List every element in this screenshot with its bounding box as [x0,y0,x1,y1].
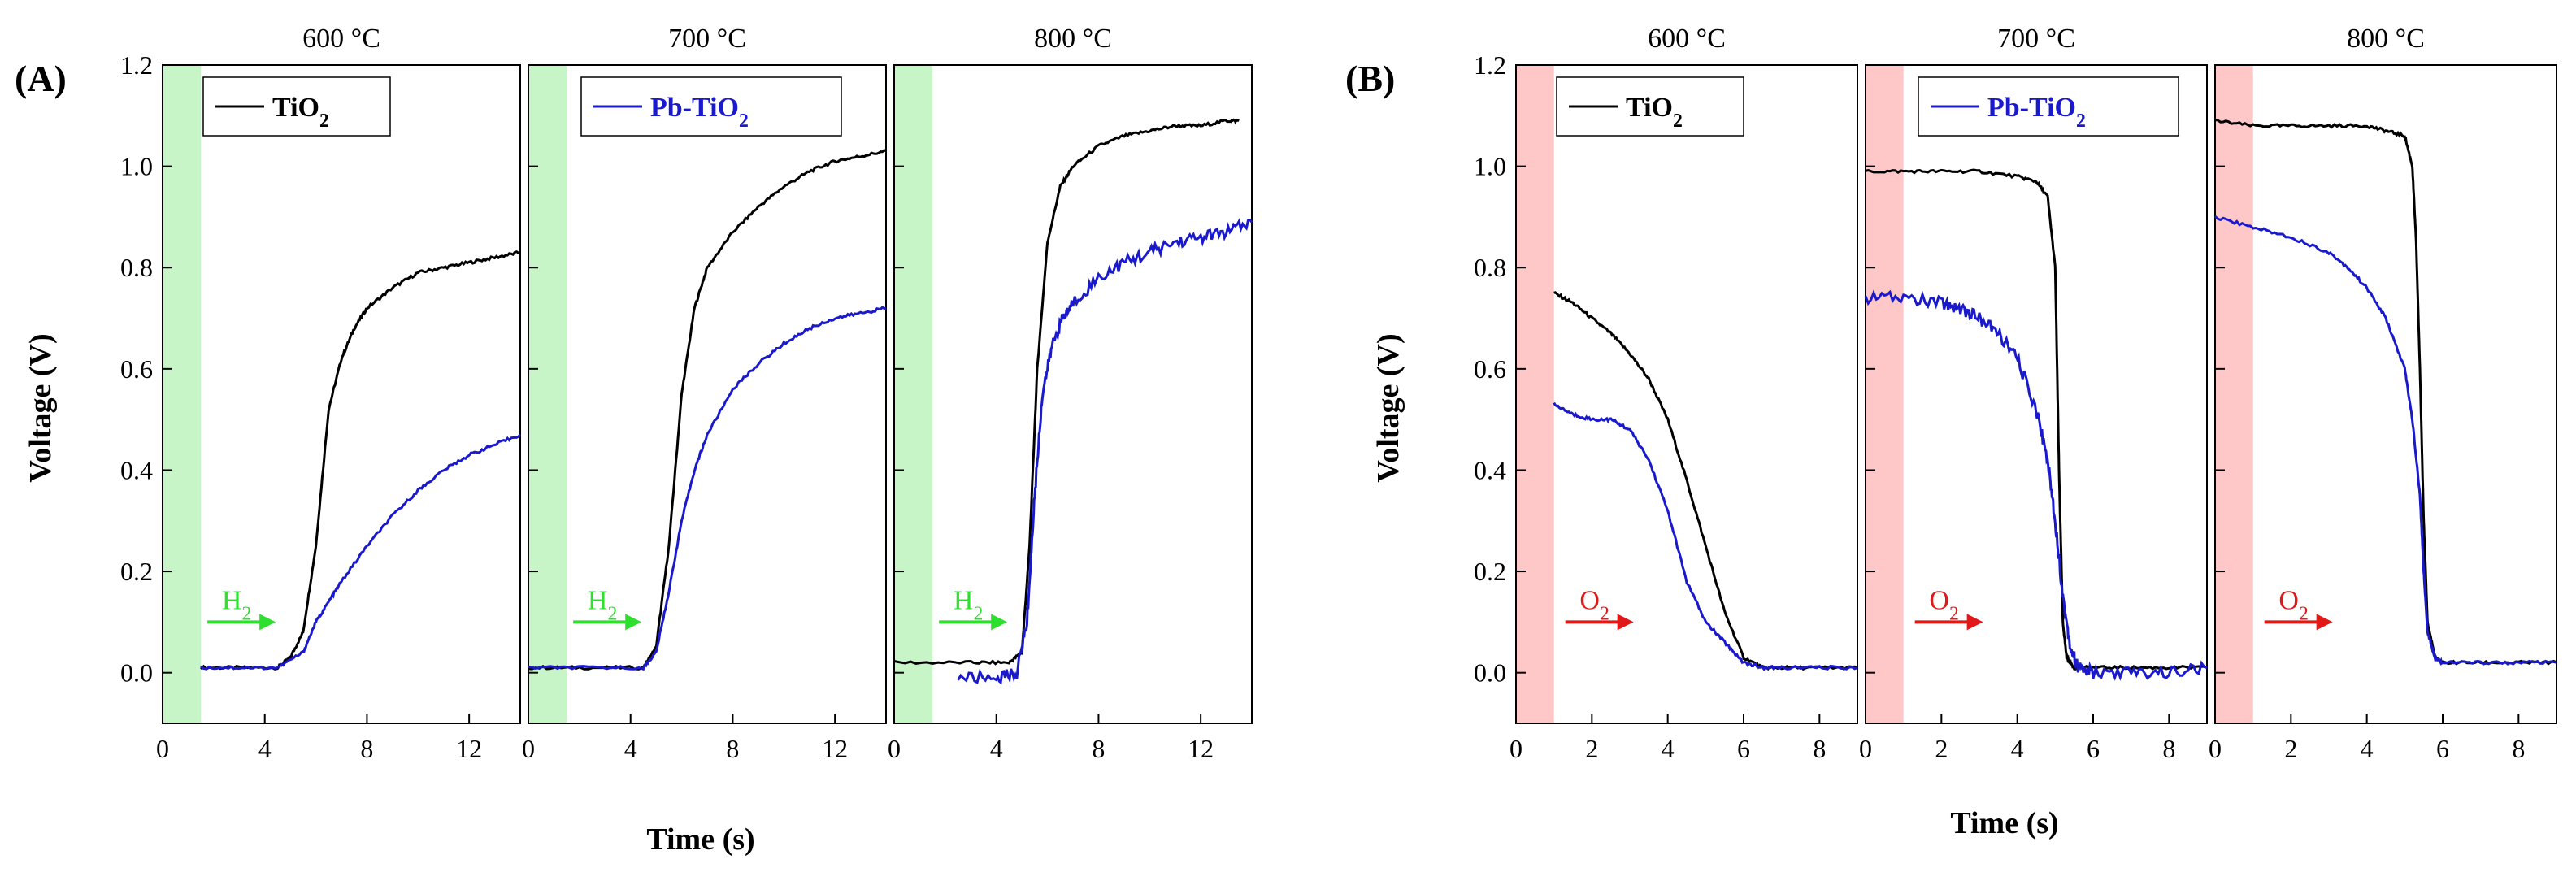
chart-panel-6: 800 °C 0 2 4 6 8 O2 [2209,24,2557,763]
gas-label: H2 [954,585,983,624]
series-line-pb-tio2 [528,306,887,671]
gas-band [1866,65,1904,723]
panel-title: 800 °C [2347,24,2425,54]
y-tick-label: 0.2 [1474,557,1506,586]
plot-frame [528,64,887,724]
x-tick-label: 8 [360,734,373,763]
plot-frame [2214,64,2557,724]
x-tick-label: 12 [822,734,848,763]
y-tick-label: 0.2 [120,557,153,586]
x-tick-label: 8 [726,734,739,763]
panel-title: 600 °C [302,24,380,54]
group-label-b: (B) [1345,58,1395,99]
gas-band [1516,65,1554,723]
series-line-pb-tio2 [200,433,522,671]
x-tick-label: 4 [258,734,272,763]
gas-label: H2 [588,585,617,624]
gas-arrow-head [625,614,642,631]
panel-title: 700 °C [1997,24,2075,54]
x-tick-label: 8 [2512,734,2525,763]
plot-frame [162,64,521,724]
x-tick-label: 4 [2011,734,2024,763]
plot-frame [1515,64,1858,724]
x-tick-label: 12 [456,734,482,763]
x-tick-label: 8 [2162,734,2175,763]
gas-arrow-head [259,614,276,631]
plot-frame [893,64,1253,724]
series-line-pb-tio2 [2213,215,2557,666]
series-line-tio2 [893,118,1240,666]
x-tick-label: 2 [1585,734,1598,763]
gas-label: H2 [222,585,251,624]
panel-title: 700 °C [668,24,746,54]
plot-frame [1865,64,2208,724]
group-label-a: (A) [15,58,67,99]
chart-panel-3: 800 °C 0 4 8 12 H2 [888,24,1253,763]
panel-title: 800 °C [1034,24,1112,54]
y-tick-label: 1.0 [1474,152,1506,181]
x-tick-label: 4 [990,734,1003,763]
x-tick-label: 0 [1859,734,1872,763]
x-tick-label: 0 [1510,734,1523,763]
series-line-tio2 [2214,119,2557,666]
y-tick-label: 0.4 [120,455,153,484]
y-tick-label: 0.8 [1474,253,1506,282]
panel-title: 600 °C [1648,24,1726,54]
series-line-pb-tio2 [1553,401,1858,671]
series-line-pb-tio2 [957,218,1253,685]
y-tick-label: 1.2 [120,50,153,80]
series-line-tio2 [1865,168,2208,671]
x-tick-label: 8 [1813,734,1826,763]
y-tick-label: 0.4 [1474,455,1506,484]
y-tick-label: 0.6 [120,354,153,384]
x-tick-label: 0 [2209,734,2222,763]
gas-band [894,65,933,723]
y-tick-label: 0.8 [120,253,153,282]
x-tick-label: 4 [2361,734,2374,763]
gas-band [528,65,567,723]
x-axis-label-b: Time (s) [1950,806,2058,840]
legend-box [580,76,842,137]
x-tick-label: 4 [1662,734,1675,763]
gas-arrow-head [991,614,1008,631]
gas-arrow-head [1966,614,1983,631]
x-tick-label: 2 [2284,734,2297,763]
x-tick-label: 8 [1092,734,1105,763]
x-tick-label: 0 [888,734,901,763]
gas-arrow-head [2316,614,2333,631]
gas-label: O2 [1929,585,1958,624]
x-tick-label: 0 [156,734,169,763]
y-tick-label: 0.0 [1474,658,1506,688]
gas-band [163,65,202,723]
gas-arrow-head [1617,614,1634,631]
series-line-pb-tio2 [1864,289,2208,681]
y-axis-label-a: Voltage (V) [24,333,58,482]
panels: 600 °C0 4 8 120.00.20.40.60.81.01.2H2TiO270… [120,24,2557,763]
gas-label: O2 [2278,585,2308,624]
y-tick-label: 0.6 [1474,354,1506,384]
y-tick-label: 1.0 [120,152,153,181]
x-tick-label: 12 [1188,734,1214,763]
x-axis-label-a: Time (s) [646,822,754,857]
gas-label: O2 [1579,585,1609,624]
x-tick-label: 4 [624,734,637,763]
gas-band [2215,65,2253,723]
x-tick-label: 0 [522,734,535,763]
x-tick-label: 6 [2436,734,2449,763]
y-tick-label: 1.2 [1474,50,1506,80]
y-tick-label: 0.0 [120,658,153,688]
x-tick-label: 2 [1935,734,1948,763]
x-tick-label: 6 [1737,734,1750,763]
series-line-tio2 [528,149,887,671]
x-tick-label: 6 [2087,734,2100,763]
y-axis-label-b: Voltage (V) [1371,333,1405,482]
